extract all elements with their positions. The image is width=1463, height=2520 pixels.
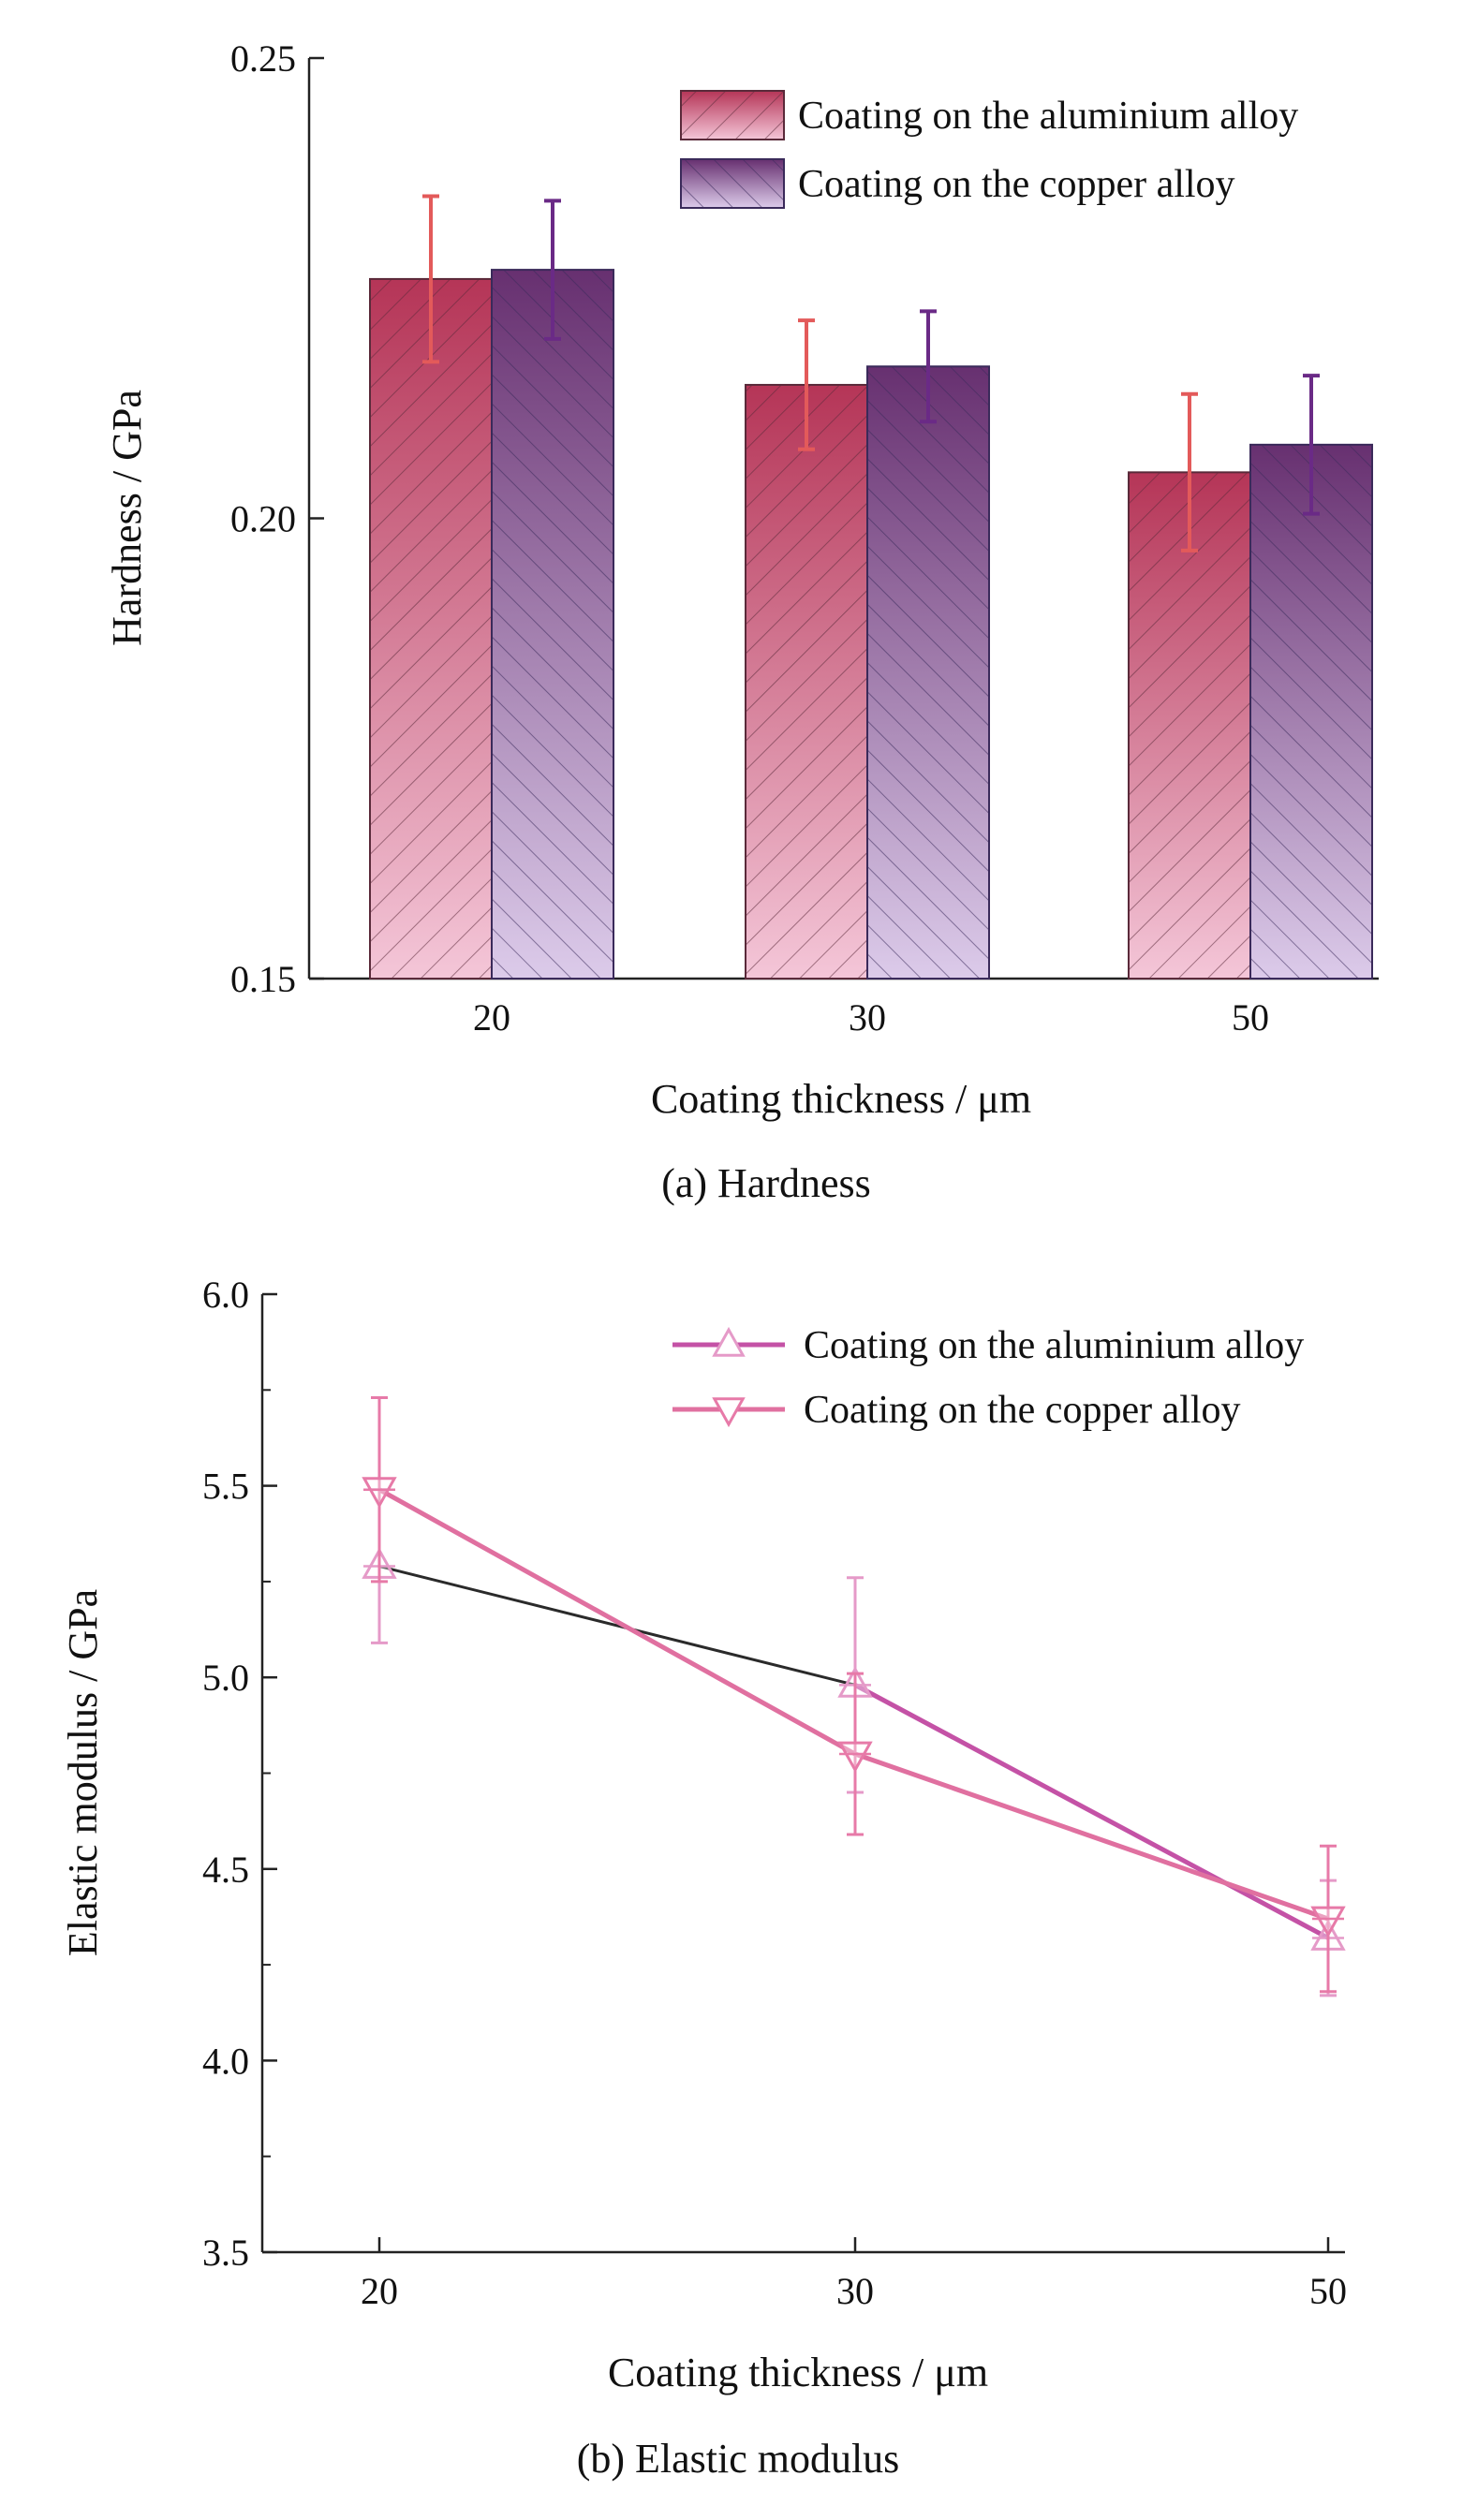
line-aluminium-segment-1 [378, 1565, 856, 1687]
bar-x-axis-title: Coating thickness / μm [651, 1076, 1031, 1122]
line-y-ticks: 3.5 4.0 4.5 5.0 5.5 6.0 [202, 1274, 277, 2274]
line-y-tick-label-6-0: 6.0 [202, 1274, 249, 1316]
bar-x-tick-label-20: 20 [473, 996, 510, 1039]
line-aluminium-segment-2 [853, 1683, 1330, 1940]
elastic-modulus-line-chart: 3.5 4.0 4.5 5.0 5.5 6.0 20 30 50 Elastic modulu… [60, 1274, 1347, 2482]
bar-hatch-copper-50 [1250, 444, 1372, 979]
bar-hatch-aluminium-30 [746, 384, 867, 980]
bar-caption: (a) Hardness [661, 1160, 871, 1206]
bar-legend-swatch-copper-hatch [681, 159, 784, 208]
bar-y-tick-label-0-25: 0.25 [230, 37, 296, 80]
bar-hatch-aluminium-20 [370, 278, 492, 979]
bar-legend-label-aluminium: Coating on the aluminium alloy [798, 95, 1298, 138]
bar-hatch-aluminium-50 [1129, 472, 1250, 980]
bar-legend: Coating on the aluminium alloy Coating o… [680, 90, 1298, 209]
line-y-tick-label-4-0: 4.0 [202, 2040, 249, 2082]
line-legend-marker-aluminium [712, 1326, 746, 1357]
bar-y-tick-label-0-15: 0.15 [230, 958, 296, 1000]
line-x-tick-label-50: 50 [1309, 2270, 1347, 2312]
line-y-tick-label-4-5: 4.5 [202, 1849, 249, 1891]
line-legend: Coating on the aluminium alloy Coating o… [672, 1324, 1304, 1432]
line-legend-item-copper: Coating on the copper alloy [672, 1389, 1241, 1432]
bar-hatch-copper-30 [867, 366, 989, 979]
hardness-bar-chart: 0.15 0.20 0.25 20 30 50 Hardness / GPa Coati… [104, 37, 1379, 1206]
line-point-copper-50 [1310, 1906, 1346, 1938]
line-y-axis-title: Elastic modulus / GPa [60, 1589, 106, 1956]
line-point-copper-30 [837, 1741, 873, 1774]
line-x-ticks: 20 30 50 [361, 2237, 1347, 2312]
bar-x-tick-label-50: 50 [1232, 996, 1269, 1039]
bar-y-axis-title: Hardness / GPa [104, 390, 150, 646]
line-y-tick-label-3-5: 3.5 [202, 2232, 249, 2274]
bar-hatch-copper-20 [492, 270, 613, 980]
line-x-tick-label-30: 30 [836, 2270, 874, 2312]
bar-x-tick-label-30: 30 [849, 996, 886, 1039]
bar-legend-item-aluminium: Coating on the aluminium alloy [680, 90, 1298, 140]
bar-y-tick-label-0-20: 0.20 [230, 498, 296, 540]
line-x-tick-label-20: 20 [361, 2270, 398, 2312]
line-legend-marker-copper [712, 1397, 746, 1428]
bar-y-ticks: 0.15 0.20 0.25 [230, 37, 324, 1000]
line-point-copper-20 [362, 1477, 397, 1509]
bar-marks [369, 194, 1373, 980]
line-legend-label-copper: Coating on the copper alloy [804, 1389, 1241, 1432]
line-legend-item-aluminium: Coating on the aluminium alloy [672, 1324, 1304, 1367]
line-marks [362, 1395, 1346, 1997]
bar-legend-label-copper: Coating on the copper alloy [798, 163, 1235, 206]
bar-legend-item-copper: Coating on the copper alloy [680, 158, 1235, 209]
line-x-axis-title: Coating thickness / μm [608, 2350, 988, 2395]
line-caption: (b) Elastic modulus [577, 2436, 900, 2482]
bar-legend-swatch-aluminium-hatch [681, 91, 784, 140]
line-y-tick-label-5-5: 5.5 [202, 1466, 249, 1508]
line-legend-label-aluminium: Coating on the aluminium alloy [804, 1324, 1304, 1367]
line-y-tick-label-5-0: 5.0 [202, 1657, 249, 1699]
